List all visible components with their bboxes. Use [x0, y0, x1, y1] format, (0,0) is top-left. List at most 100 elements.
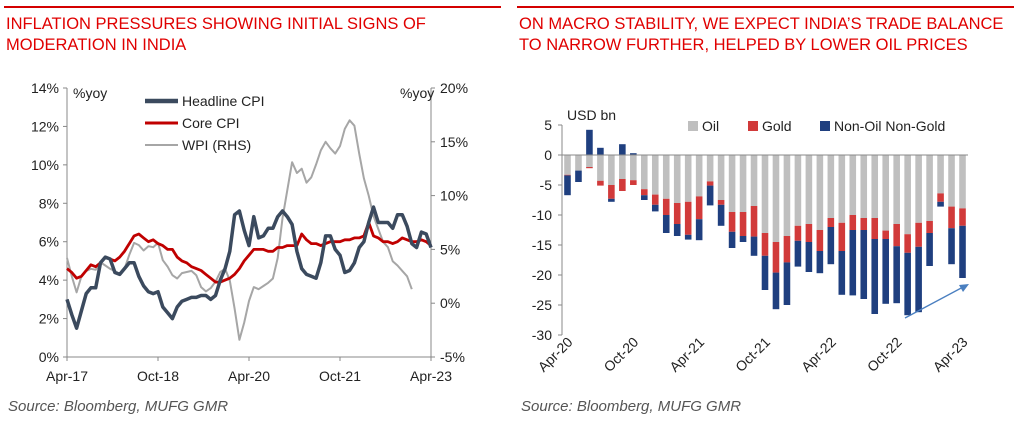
- bar-gold: [794, 225, 802, 241]
- bar-oil: [783, 155, 791, 236]
- left-y-tick-label: 10%: [31, 157, 59, 173]
- bar-non-oil-non-gold: [575, 170, 582, 182]
- bar-gold: [597, 180, 604, 186]
- bar-gold: [673, 203, 681, 224]
- y-tick-label: -20: [532, 267, 552, 283]
- x-tick-label: Oct-22: [864, 334, 905, 375]
- bar-oil: [827, 155, 835, 218]
- bar-oil: [860, 155, 868, 218]
- bar-gold: [926, 221, 933, 233]
- bar-oil: [948, 155, 955, 207]
- bar-oil: [684, 155, 692, 202]
- bar-gold: [959, 208, 966, 226]
- bar-non-oil-non-gold: [915, 246, 922, 313]
- bar-non-oil-non-gold: [597, 147, 604, 155]
- bar-gold: [948, 206, 955, 229]
- bar-non-oil-non-gold: [882, 239, 889, 304]
- bar-oil: [805, 155, 813, 224]
- bar-gold: [619, 179, 626, 191]
- bar-gold: [717, 200, 725, 205]
- left-chart-title: INFLATION PRESSURES SHOWING INITIAL SIGN…: [6, 15, 426, 54]
- y-tick-label: -10: [532, 207, 552, 223]
- bar-gold: [915, 222, 922, 247]
- bar-gold: [849, 215, 857, 230]
- legend-swatch: [748, 121, 758, 131]
- bar-oil: [662, 155, 670, 199]
- bar-oil: [619, 155, 626, 179]
- bar-oil: [695, 155, 703, 197]
- bar-gold: [904, 234, 911, 253]
- bar-oil: [641, 155, 648, 190]
- bar-non-oil-non-gold: [750, 236, 758, 256]
- left-y-tick-label: 4%: [39, 272, 59, 288]
- right-y-tick-label: 5%: [440, 241, 460, 257]
- left-y-tick-label: 2%: [39, 311, 59, 327]
- bar-oil: [882, 155, 889, 231]
- y-tick-label: -15: [532, 237, 552, 253]
- left-y-tick-label: 8%: [39, 195, 59, 211]
- bar-gold: [761, 233, 769, 256]
- left-chart-source: Source: Bloomberg, MUFG GMR: [8, 398, 229, 415]
- right-y-tick-label: 20%: [440, 80, 468, 96]
- bar-non-oil-non-gold: [673, 224, 681, 236]
- x-tick-label: Oct-21: [319, 368, 361, 384]
- bar-oil: [904, 155, 911, 235]
- inflation-line-chart: 0% 2% 4% 6% 8% 10% 12% 14% -5% 0% 5% 10% 15% 20% %yoy%…: [31, 80, 468, 384]
- bar-oil: [575, 155, 582, 171]
- bar-oil: [630, 155, 637, 181]
- bar-non-oil-non-gold: [761, 255, 769, 290]
- bar-gold: [937, 193, 944, 202]
- bar-gold: [608, 185, 615, 199]
- bar-non-oil-non-gold: [706, 185, 714, 206]
- x-tick-label: Apr-20: [228, 368, 270, 384]
- bar-non-oil-non-gold: [651, 204, 659, 212]
- bar-oil: [871, 155, 879, 218]
- bar-non-oil-non-gold: [937, 201, 944, 207]
- legend-label: Headline CPI: [182, 93, 265, 109]
- bar-gold: [893, 224, 900, 247]
- bar-oil: [597, 155, 604, 181]
- bar-gold: [564, 174, 571, 176]
- title-rule: [4, 6, 501, 8]
- x-tick-label: Apr-23: [410, 368, 452, 384]
- left-panel: INFLATION PRESSURES SHOWING INITIAL SIGN…: [0, 0, 505, 431]
- left-y-tick-label: 0%: [39, 349, 59, 365]
- bar-non-oil-non-gold: [608, 198, 615, 202]
- bar-oil: [838, 155, 846, 223]
- title-rule: [517, 6, 1014, 8]
- right-panel: ON MACRO STABILITY, WE EXPECT INDIA’S TR…: [513, 0, 1018, 431]
- trend-arrow: [904, 285, 966, 319]
- bar-oil: [761, 155, 769, 233]
- bar-gold: [772, 242, 780, 273]
- bar-non-oil-non-gold: [717, 204, 725, 226]
- bar-oil: [750, 155, 758, 206]
- bar-non-oil-non-gold: [783, 262, 791, 305]
- x-tick-label: Apr-17: [46, 368, 88, 384]
- bar-non-oil-non-gold: [586, 129, 593, 155]
- series-line-core-cpi: [66, 221, 432, 284]
- bar-gold: [641, 189, 648, 196]
- legend-label: Core CPI: [182, 115, 240, 131]
- bar-non-oil-non-gold: [662, 215, 670, 233]
- bar-non-oil-non-gold: [630, 153, 637, 155]
- bar-oil: [608, 155, 615, 185]
- bar-oil: [564, 155, 571, 175]
- right-y-tick-label: 0%: [440, 295, 460, 311]
- legend-label: Gold: [762, 118, 792, 134]
- bar-non-oil-non-gold: [684, 234, 692, 240]
- bar-gold: [630, 180, 637, 185]
- bar-non-oil-non-gold: [849, 230, 857, 296]
- bar-oil: [794, 155, 802, 226]
- bar-non-oil-non-gold: [926, 233, 933, 266]
- bar-gold: [662, 198, 670, 215]
- bar-non-oil-non-gold: [827, 227, 835, 265]
- bar-oil: [739, 155, 747, 212]
- series-line-headline-cpi: [65, 205, 433, 330]
- x-tick-label: Apr-23: [930, 334, 971, 375]
- bar-gold: [728, 212, 736, 232]
- bar-gold: [739, 212, 747, 236]
- bar-gold: [750, 206, 758, 237]
- bar-oil: [706, 155, 714, 182]
- right-chart-title: ON MACRO STABILITY, WE EXPECT INDIA’S TR…: [519, 15, 1004, 54]
- bar-oil: [937, 155, 944, 194]
